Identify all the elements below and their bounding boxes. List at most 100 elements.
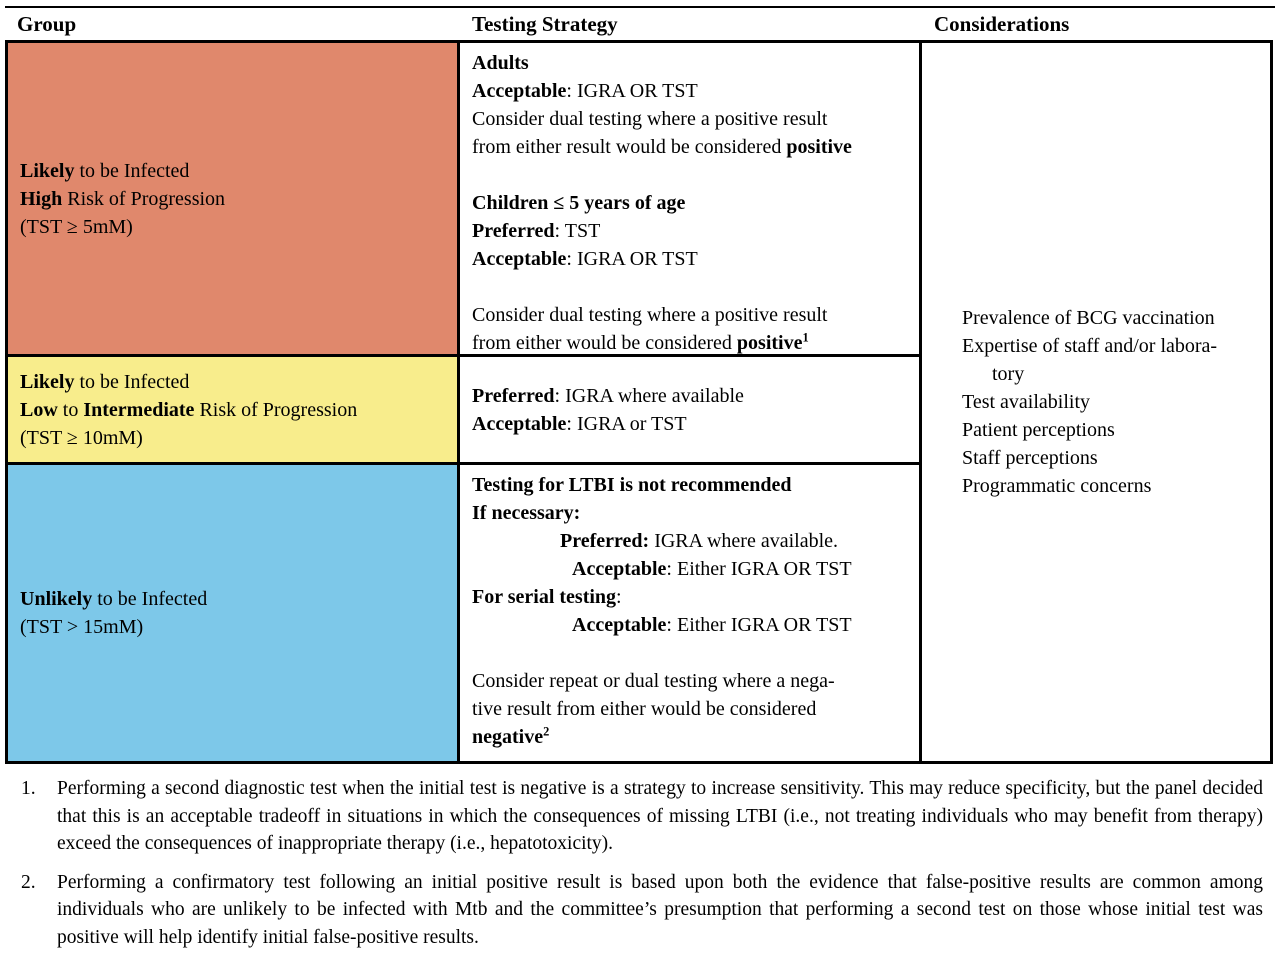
text-line: Likely to be Infected <box>20 368 447 396</box>
text-line <box>472 161 909 189</box>
text-line <box>472 273 909 301</box>
text-line: (TST > 15mM) <box>20 613 447 641</box>
text-segment-bold: 2 <box>543 724 550 739</box>
text-line <box>472 639 909 667</box>
strategy-cell-likely-high-risk: Adults Acceptable: IGRA OR TST Consider du… <box>460 43 922 357</box>
text-line: Consider dual testing where a positive r… <box>472 301 909 329</box>
text-line: Acceptable: IGRA OR TST <box>472 245 909 273</box>
text-line: from either would be considered positive… <box>472 329 909 357</box>
text-segment: Patient perceptions <box>962 419 1115 441</box>
text-segment-bold: For serial testing <box>472 586 617 608</box>
text-line: Preferred: IGRA where available <box>472 382 909 410</box>
text-segment: to <box>57 398 84 421</box>
text-segment-bold: Preferred: <box>560 530 650 552</box>
footnote-2-number: 2. <box>21 871 36 893</box>
footnotes-section: 1. Performing a second diagnostic test w… <box>5 775 1275 951</box>
text-line: Staff perceptions <box>962 444 1262 472</box>
text-line: High Risk of Progression <box>20 185 447 213</box>
text-segment: to be Infected <box>74 159 190 182</box>
text-line: (TST ≥ 10mM) <box>20 424 447 452</box>
text-line: Acceptable: IGRA OR TST <box>472 77 909 105</box>
text-line: Children ≤ 5 years of age <box>472 189 909 217</box>
text-line: If necessary: <box>472 499 909 527</box>
text-line: Acceptable: Either IGRA OR TST <box>472 555 909 583</box>
column-header-considerations: Considerations <box>934 12 1070 36</box>
text-line: Consider dual testing where a positive r… <box>472 105 909 133</box>
text-line: Programmatic concerns <box>962 472 1262 500</box>
text-segment: tory <box>992 363 1025 385</box>
text-segment: Programmatic concerns <box>962 475 1152 497</box>
text-segment: Risk of Progression <box>194 398 358 421</box>
text-line: Adults <box>472 49 909 77</box>
footnote-1: 1. Performing a second diagnostic test w… <box>21 775 1263 858</box>
text-line: Preferred: IGRA where available. <box>472 527 909 555</box>
text-segment: from either result would be considered <box>472 136 787 158</box>
text-segment: : <box>616 586 622 608</box>
text-line: Low to Intermediate Risk of Progression <box>20 396 447 424</box>
text-segment: Risk of Progression <box>62 187 226 210</box>
text-segment: : IGRA or TST <box>566 412 687 435</box>
text-segment-bold: Children ≤ 5 years of age <box>472 192 686 214</box>
text-segment: tive result from either would be conside… <box>472 698 817 720</box>
group-cell-likely-low-intermediate-risk: Likely to be Infected Low to Intermediate… <box>8 357 460 465</box>
text-line: Expertise of staff and/or labora- <box>962 332 1262 360</box>
text-segment: : TST <box>554 220 601 242</box>
text-segment: (TST ≥ 10mM) <box>20 426 143 449</box>
text-line: Likely to be Infected <box>20 157 447 185</box>
text-segment-bold: Acceptable <box>572 614 667 636</box>
footnote-1-number: 1. <box>21 778 36 799</box>
text-segment: to be Infected <box>92 588 208 610</box>
text-segment-bold: High <box>20 187 63 210</box>
text-segment: : IGRA OR TST <box>566 248 698 270</box>
text-line: from either result would be considered p… <box>472 133 909 161</box>
ltbi-testing-table: Likely to be Infected High Risk of Progre… <box>5 40 1273 764</box>
text-line: Test availability <box>962 388 1262 416</box>
text-segment: : IGRA OR TST <box>566 80 698 102</box>
text-segment: : IGRA where available <box>554 384 744 407</box>
text-segment-bold: 1 <box>802 330 809 345</box>
text-segment-bold: positive <box>786 136 852 158</box>
text-segment: : Either IGRA OR TST <box>666 558 852 580</box>
text-segment: (TST ≥ 5mM) <box>20 215 133 238</box>
text-segment: Consider dual testing where a positive r… <box>472 304 828 326</box>
text-line: Patient perceptions <box>962 416 1262 444</box>
text-segment-bold: If necessary: <box>472 502 581 524</box>
text-segment-bold: Adults <box>472 52 529 74</box>
text-segment-bold: Acceptable <box>472 248 567 270</box>
text-segment: from either would be considered <box>472 332 737 354</box>
text-segment: to be Infected <box>74 370 190 393</box>
text-line: Acceptable: IGRA or TST <box>472 410 909 438</box>
text-line: Consider repeat or dual testing where a … <box>472 667 909 695</box>
text-segment: : Either IGRA OR TST <box>666 614 852 636</box>
table-header-row: Group Testing Strategy Considerations <box>5 10 1275 40</box>
group-cell-unlikely-infected: Unlikely to be Infected (TST > 15mM) <box>8 465 460 761</box>
text-line: Testing for LTBI is not recommended <box>472 471 909 499</box>
text-segment: Test availability <box>962 391 1091 413</box>
text-segment-bold: Low <box>20 398 58 421</box>
text-line: (TST ≥ 5mM) <box>20 213 447 241</box>
footnote-1-text: Performing a second diagnostic test when… <box>57 778 1263 854</box>
text-segment-bold: Testing for LTBI is not recommended <box>472 474 792 496</box>
text-line: Preferred: TST <box>472 217 909 245</box>
text-segment-bold: Acceptable <box>472 412 567 435</box>
text-segment-bold: Likely <box>20 159 75 182</box>
text-segment-bold: Likely <box>20 370 75 393</box>
column-header-group: Group <box>17 12 77 36</box>
text-segment-bold: Unlikely <box>20 588 93 610</box>
text-line: Unlikely to be Infected <box>20 585 447 613</box>
strategy-cell-unlikely-infected: Testing for LTBI is not recommended If ne… <box>460 465 922 761</box>
text-line: For serial testing: <box>472 583 909 611</box>
text-segment-bold: Acceptable <box>572 558 667 580</box>
text-line: negative2 <box>472 723 909 751</box>
text-line: tory <box>962 360 1262 388</box>
text-segment-bold: positive <box>736 332 803 354</box>
text-segment: Expertise of staff and/or labora- <box>962 335 1218 357</box>
text-segment-bold: negative <box>472 726 544 748</box>
text-segment-bold: Preferred <box>472 220 555 242</box>
text-segment: Prevalence of BCG vaccination <box>962 307 1215 329</box>
text-segment: Consider dual testing where a positive r… <box>472 108 828 130</box>
considerations-cell: Prevalence of BCG vaccination Expertise o… <box>922 43 1270 761</box>
text-segment: Staff perceptions <box>962 447 1098 469</box>
text-segment: (TST > 15mM) <box>20 616 144 638</box>
